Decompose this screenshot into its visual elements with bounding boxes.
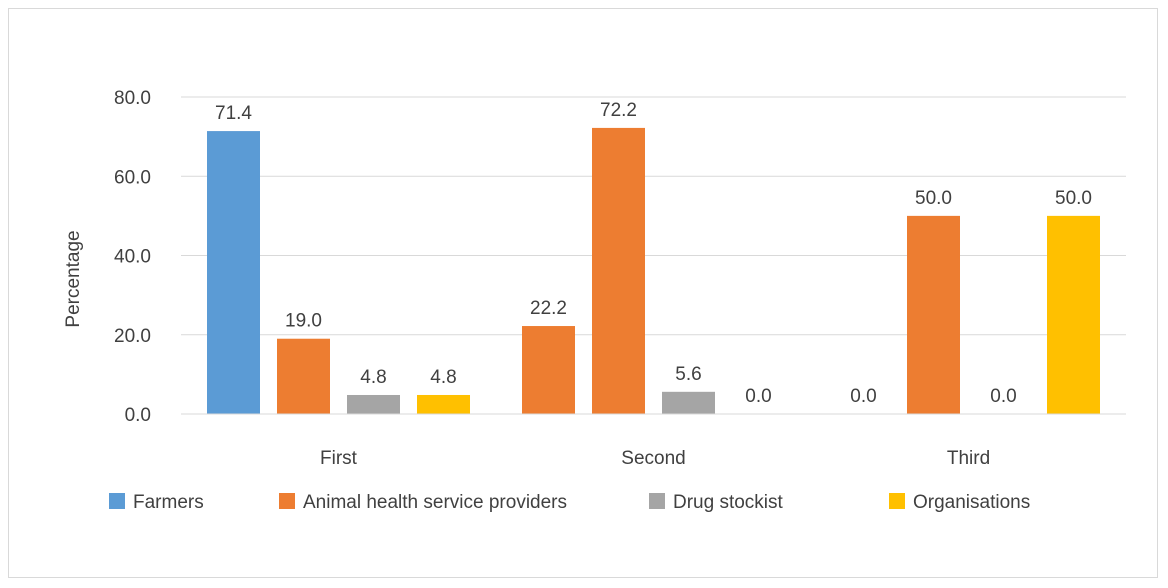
legend-label: Drug stockist: [673, 492, 784, 513]
data-label: 50.0: [1055, 188, 1092, 209]
y-tick-label: 80.0: [114, 88, 151, 109]
data-label: 0.0: [745, 386, 771, 407]
y-axis: 0.0 20.0 40.0 60.0 80.0: [114, 88, 151, 426]
data-labels: 71.4 19.0 4.8 4.8 22.2 72.2 5.6 0.0 0.0 50.0 0.0 50…: [215, 100, 1092, 407]
legend-swatch: [279, 493, 295, 509]
legend-swatch: [889, 493, 905, 509]
x-tick-label: First: [320, 448, 358, 469]
data-label: 4.8: [430, 367, 456, 388]
y-tick-label: 20.0: [114, 326, 151, 347]
data-label: 4.8: [360, 367, 386, 388]
y-tick-label: 40.0: [114, 247, 151, 268]
data-label: 5.6: [675, 364, 701, 385]
data-label: 0.0: [990, 386, 1016, 407]
bar: [662, 391, 715, 414]
bars: [207, 127, 1100, 414]
legend-swatch: [109, 493, 125, 509]
y-tick-label: 60.0: [114, 167, 151, 188]
data-label: 19.0: [285, 311, 322, 332]
data-label: 71.4: [215, 103, 252, 124]
y-tick-label: 0.0: [125, 405, 151, 426]
bar: [417, 394, 470, 414]
legend: Farmers Animal health service providers Dr…: [109, 492, 1030, 513]
data-label: 22.2: [530, 298, 567, 319]
legend-label: Animal health service providers: [303, 492, 567, 513]
chart-frame: 0.0 20.0 40.0 60.0 80.0 71.4 19.0 4.8 4.8 22.2 72…: [8, 8, 1158, 578]
bar: [592, 127, 645, 414]
bar: [207, 131, 260, 414]
data-label: 50.0: [915, 188, 952, 209]
bar-chart: 0.0 20.0 40.0 60.0 80.0 71.4 19.0 4.8 4.8 22.2 72…: [63, 88, 1126, 513]
data-label: 72.2: [600, 100, 637, 121]
x-tick-label: Third: [947, 448, 990, 469]
data-label: 0.0: [850, 386, 876, 407]
bar: [277, 338, 330, 414]
legend-label: Farmers: [133, 492, 204, 513]
bar: [347, 394, 400, 414]
x-tick-label: Second: [621, 448, 685, 469]
bar: [522, 326, 575, 414]
bar: [907, 215, 960, 414]
y-axis-label: Percentage: [63, 230, 84, 327]
bar: [1047, 215, 1100, 414]
x-axis: First Second Third: [181, 413, 1126, 469]
legend-swatch: [649, 493, 665, 509]
legend-label: Organisations: [913, 492, 1030, 513]
